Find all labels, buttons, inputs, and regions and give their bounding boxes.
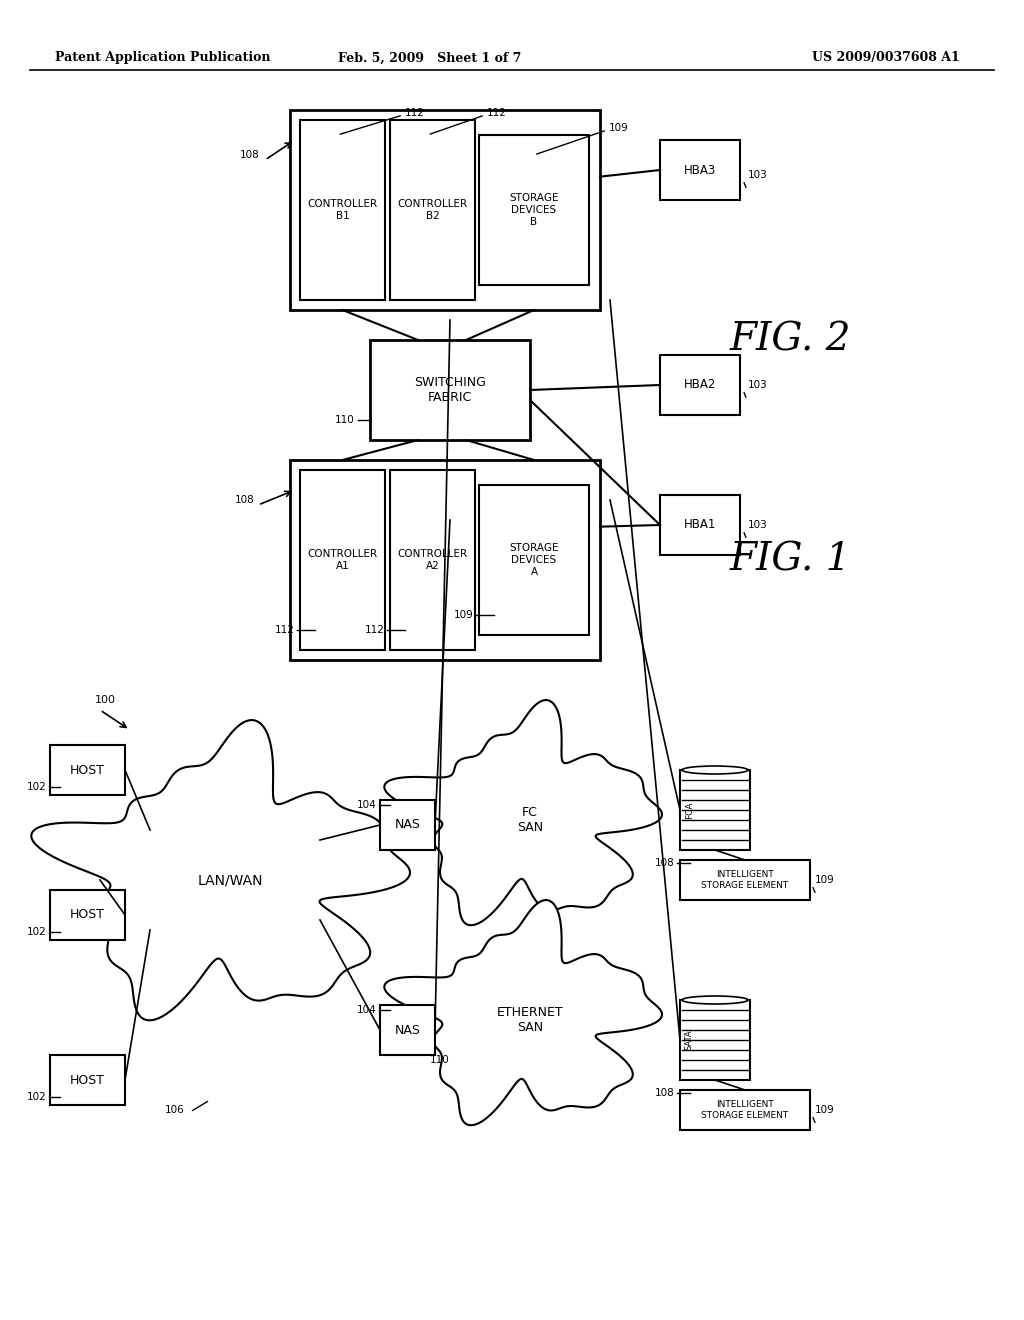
Text: 110: 110 xyxy=(335,414,355,425)
Text: NAS: NAS xyxy=(394,1023,421,1036)
Text: US 2009/0037608 A1: US 2009/0037608 A1 xyxy=(812,51,961,65)
Text: 106: 106 xyxy=(165,1105,185,1115)
Text: CONTROLLER
B1: CONTROLLER B1 xyxy=(307,199,378,220)
Text: 112: 112 xyxy=(487,108,507,117)
Bar xyxy=(50,1055,125,1105)
Polygon shape xyxy=(384,700,662,925)
Text: CONTROLLER
A2: CONTROLLER A2 xyxy=(397,549,468,570)
Text: 103: 103 xyxy=(748,520,768,531)
Bar xyxy=(50,744,125,795)
Text: 108: 108 xyxy=(236,495,255,506)
Bar xyxy=(50,890,125,940)
Bar xyxy=(660,140,740,201)
Text: FC
SAN: FC SAN xyxy=(517,807,543,834)
Bar xyxy=(380,800,435,850)
Text: 103: 103 xyxy=(748,170,768,180)
Text: STORAGE
DEVICES
A: STORAGE DEVICES A xyxy=(509,544,559,577)
Text: 108: 108 xyxy=(655,858,675,869)
Text: HOST: HOST xyxy=(70,763,105,776)
Bar xyxy=(680,1090,810,1130)
Text: 112: 112 xyxy=(366,624,385,635)
Text: CONTROLLER
B2: CONTROLLER B2 xyxy=(397,199,468,220)
Bar xyxy=(390,120,475,300)
Bar xyxy=(660,355,740,414)
Bar xyxy=(380,1005,435,1055)
Text: INTELLIGENT
STORAGE ELEMENT: INTELLIGENT STORAGE ELEMENT xyxy=(701,870,788,890)
Text: HOST: HOST xyxy=(70,908,105,921)
Text: 104: 104 xyxy=(357,1005,377,1015)
Text: 104: 104 xyxy=(357,800,377,810)
Bar xyxy=(290,459,600,660)
Bar xyxy=(300,120,385,300)
Text: HBA2: HBA2 xyxy=(684,379,716,392)
Text: SATA: SATA xyxy=(685,1030,694,1051)
Text: SWITCHING
FABRIC: SWITCHING FABRIC xyxy=(414,376,486,404)
Polygon shape xyxy=(384,900,662,1125)
Text: CONTROLLER
A1: CONTROLLER A1 xyxy=(307,549,378,570)
Text: Patent Application Publication: Patent Application Publication xyxy=(55,51,270,65)
Text: 108: 108 xyxy=(241,150,260,160)
Text: 102: 102 xyxy=(28,781,47,792)
Bar xyxy=(370,341,530,440)
Ellipse shape xyxy=(682,997,748,1005)
Text: 103: 103 xyxy=(748,380,768,389)
Text: FIG. 2: FIG. 2 xyxy=(730,322,852,359)
Text: STORAGE
DEVICES
B: STORAGE DEVICES B xyxy=(509,194,559,227)
Text: 109: 109 xyxy=(455,610,474,620)
Bar xyxy=(660,495,740,554)
Text: HBA1: HBA1 xyxy=(684,519,716,532)
Text: 109: 109 xyxy=(815,875,835,884)
Bar xyxy=(300,470,385,649)
Text: NAS: NAS xyxy=(394,818,421,832)
Polygon shape xyxy=(32,721,410,1020)
Text: HBA3: HBA3 xyxy=(684,164,716,177)
Text: 109: 109 xyxy=(609,123,629,133)
Text: 109: 109 xyxy=(815,1105,835,1115)
Bar xyxy=(390,470,475,649)
Text: 100: 100 xyxy=(95,696,116,705)
Text: ETHERNET
SAN: ETHERNET SAN xyxy=(497,1006,563,1034)
Text: 102: 102 xyxy=(28,1092,47,1102)
Text: 110: 110 xyxy=(430,1055,450,1065)
Text: 102: 102 xyxy=(28,927,47,937)
Text: 112: 112 xyxy=(406,108,425,117)
Text: FIG. 1: FIG. 1 xyxy=(730,541,852,578)
Text: 108: 108 xyxy=(655,1088,675,1098)
Text: FCA: FCA xyxy=(685,801,694,818)
Bar xyxy=(680,861,810,900)
Text: Feb. 5, 2009   Sheet 1 of 7: Feb. 5, 2009 Sheet 1 of 7 xyxy=(338,51,521,65)
Text: HOST: HOST xyxy=(70,1073,105,1086)
Text: INTELLIGENT
STORAGE ELEMENT: INTELLIGENT STORAGE ELEMENT xyxy=(701,1101,788,1119)
Bar xyxy=(680,1001,750,1080)
Text: 112: 112 xyxy=(275,624,295,635)
Text: LAN/WAN: LAN/WAN xyxy=(198,873,263,887)
Bar xyxy=(479,135,589,285)
Ellipse shape xyxy=(682,766,748,774)
Bar xyxy=(290,110,600,310)
Bar xyxy=(479,484,589,635)
Bar xyxy=(680,770,750,850)
